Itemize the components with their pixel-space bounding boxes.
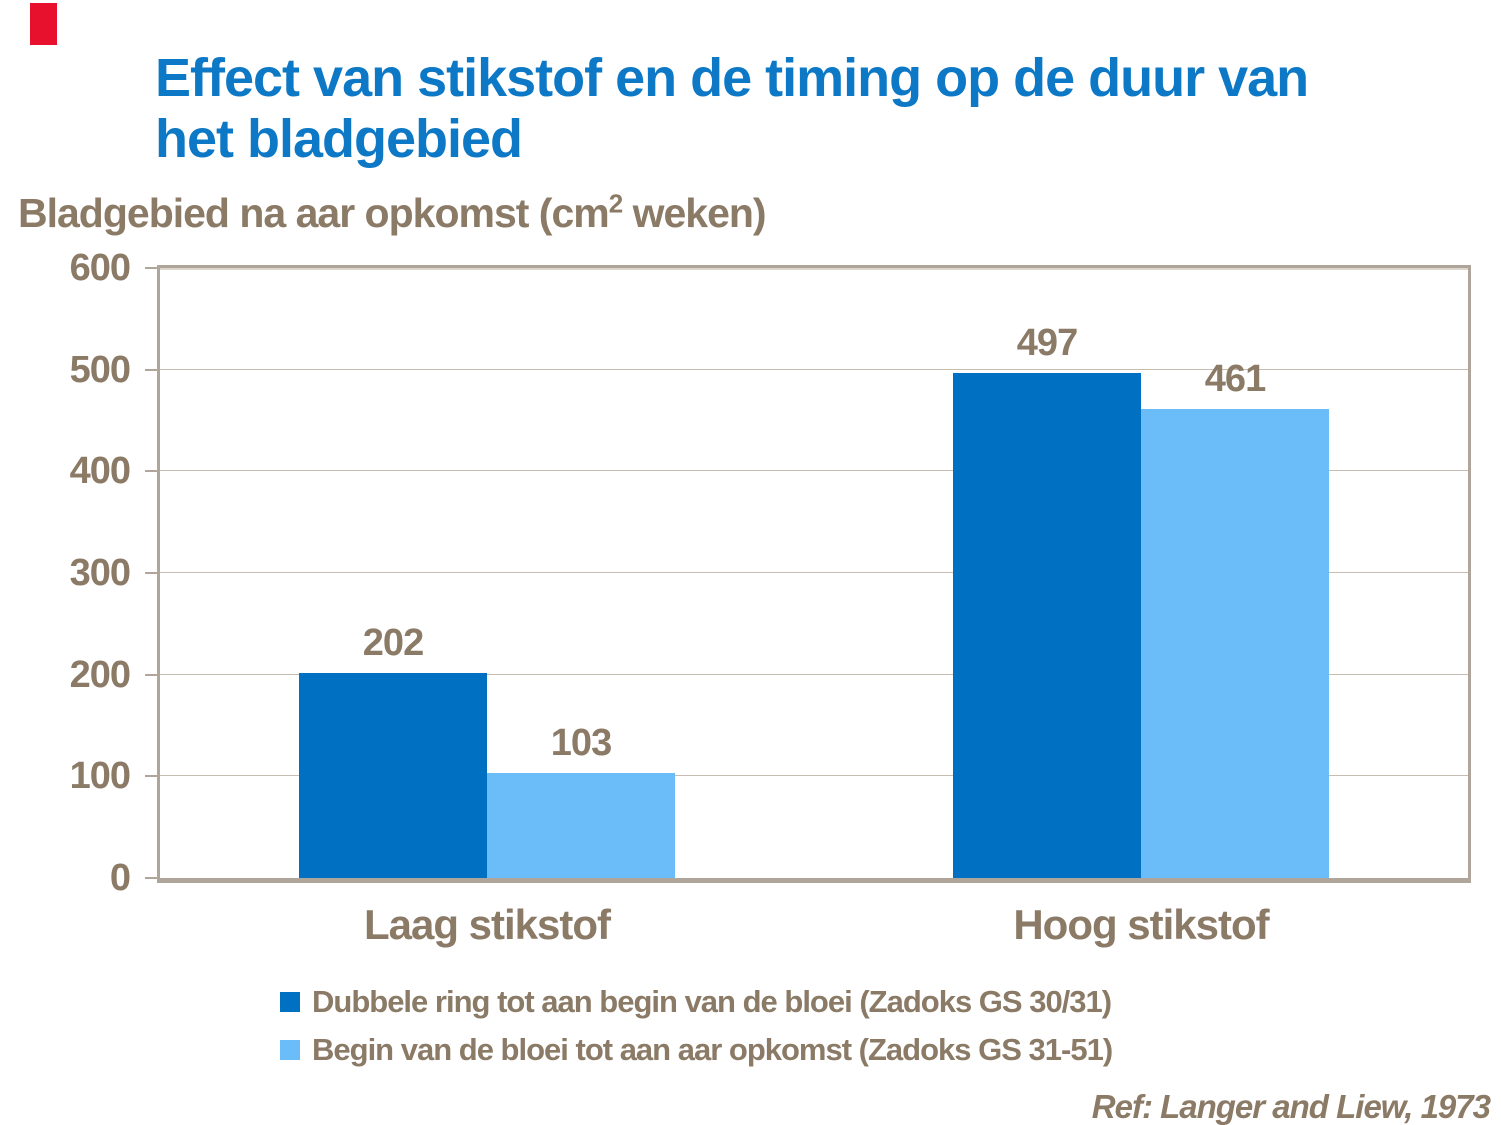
y-axis-title-suffix: weken) xyxy=(622,190,767,236)
y-axis-title-superscript: 2 xyxy=(608,188,624,219)
gridline-300 xyxy=(160,572,1468,573)
y-tick-mark xyxy=(145,470,157,473)
y-tick-label: 100 xyxy=(69,755,131,798)
bar-group-0-series-1: 103 xyxy=(487,268,675,878)
y-axis-title-text: Bladgebied na aar opkomst (cm xyxy=(18,190,610,236)
gridline-500 xyxy=(160,368,1468,370)
y-axis: 0 100 200 300 400 500 600 xyxy=(0,248,157,898)
x-category-label: Hoog stikstof xyxy=(1013,901,1269,948)
bar-value-label: 497 xyxy=(1016,321,1078,364)
y-tick-mark xyxy=(145,267,157,269)
y-tick-mark xyxy=(145,877,157,879)
reference-note: Ref: Langer and Liew, 1973 xyxy=(1091,1088,1491,1125)
bar xyxy=(299,672,487,878)
legend-item-0: Dubbele ring tot aan begin van de bloei … xyxy=(280,983,1112,1023)
y-tick-label: 600 xyxy=(69,247,131,289)
legend-item-1: Begin van de bloei tot aan aar opkomst (… xyxy=(280,1031,1113,1071)
slide-accent-mark xyxy=(30,3,57,45)
bar-value-label: 461 xyxy=(1204,358,1266,401)
bar-group-1-series-1: 461 xyxy=(1141,268,1329,878)
x-category-label: Laag stikstof xyxy=(363,901,611,948)
y-tick-mark xyxy=(145,572,157,574)
plot-area: 202 103 497 461 xyxy=(157,265,1471,883)
legend-swatch-icon xyxy=(280,1040,300,1060)
legend-label: Begin van de bloei tot aan aar opkomst (… xyxy=(312,1032,1113,1067)
gridline-400 xyxy=(160,470,1468,472)
bar-group-1-series-0: 497 xyxy=(953,268,1141,878)
slide-title-line2: het bladgebied xyxy=(155,109,523,169)
x-axis: Laag stikstof Hoog stikstof xyxy=(157,883,1471,963)
y-tick-label: 0 xyxy=(109,857,131,899)
bar xyxy=(1141,409,1329,878)
legend: Dubbele ring tot aan begin van de bloei … xyxy=(280,983,1113,1071)
y-tick-label: 300 xyxy=(69,552,131,594)
y-tick-mark xyxy=(145,673,157,676)
y-tick-label: 500 xyxy=(69,348,131,391)
slide-title: Effect van stikstof en de timing op de d… xyxy=(155,48,1309,170)
y-tick-mark xyxy=(145,368,157,371)
slide-title-line1: Effect van stikstof en de timing op de d… xyxy=(155,48,1309,108)
gridline-100 xyxy=(160,775,1468,777)
bar xyxy=(953,372,1141,878)
gridline-200 xyxy=(160,673,1468,675)
bar-group-0-series-0: 202 xyxy=(299,268,487,878)
y-tick-mark xyxy=(145,775,157,778)
y-tick-label: 200 xyxy=(69,653,131,696)
y-tick-label: 400 xyxy=(69,450,131,493)
legend-label: Dubbele ring tot aan begin van de bloei … xyxy=(312,984,1112,1019)
y-axis-title: Bladgebied na aar opkomst (cm2 weken) xyxy=(18,188,767,237)
legend-swatch-icon xyxy=(280,992,300,1012)
bar-value-label: 202 xyxy=(362,621,424,664)
bar xyxy=(487,773,675,878)
bar-value-label: 103 xyxy=(550,722,612,765)
